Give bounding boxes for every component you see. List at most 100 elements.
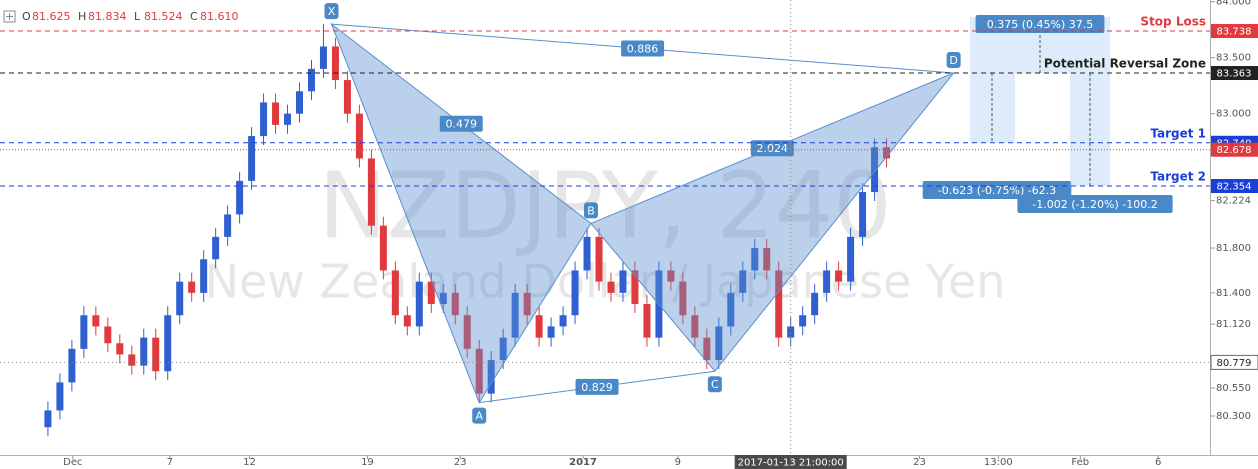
candle-body <box>667 270 675 282</box>
candle-body <box>607 281 615 293</box>
pattern-point-label: A <box>475 410 483 423</box>
y-tick-label: 81.400 <box>1216 288 1251 299</box>
candle-body <box>439 292 447 305</box>
legend-value: 81.610 <box>200 10 239 23</box>
ratio-box <box>750 140 794 157</box>
measure-label: -0.623 (-0.75%) -62.3 <box>938 184 1056 197</box>
x-tick-label: Feb <box>1071 457 1089 468</box>
candle-body <box>535 315 543 338</box>
legend-label: O <box>22 10 31 23</box>
legend-label: L <box>134 10 141 23</box>
candle-body <box>811 292 819 316</box>
candle-body <box>739 270 747 293</box>
ratio-box <box>439 115 483 132</box>
candle-body <box>80 315 88 349</box>
measure-label-box <box>975 15 1105 33</box>
crosshair-y-label: 80.779 <box>1217 358 1252 369</box>
x-tick-label: 9 <box>675 457 681 468</box>
level-name: Stop Loss <box>1140 15 1206 29</box>
y-tick-label: 82.224 <box>1216 196 1251 207</box>
candle-body <box>847 236 855 282</box>
candle-body <box>595 236 603 282</box>
candle-body <box>619 270 627 293</box>
crosshair-y-box <box>1210 354 1258 370</box>
pattern-point-label: B <box>587 204 595 217</box>
ratio-box <box>575 378 619 395</box>
watermark: NZDJPY, 240 <box>318 152 892 259</box>
level-price-box <box>1211 24 1258 39</box>
candle-body <box>152 337 160 372</box>
level-price-label: 82.354 <box>1217 182 1252 193</box>
ratio-label: 0.829 <box>581 381 613 394</box>
ratio-label: 0.886 <box>627 43 659 56</box>
candle-body <box>284 113 292 125</box>
candle-body <box>140 337 148 366</box>
candle-body <box>272 102 280 125</box>
candle-body <box>415 281 423 327</box>
candle-body <box>200 259 208 293</box>
candle-body <box>703 337 711 361</box>
candle-body <box>547 326 555 338</box>
level-price-label: 83.363 <box>1217 69 1252 80</box>
candle-body <box>44 410 52 428</box>
candle-body <box>679 281 687 316</box>
pattern-point-label: C <box>711 378 719 391</box>
candle-body <box>643 304 651 338</box>
candle-body <box>68 348 76 383</box>
x-tick-label: Dec <box>63 457 82 468</box>
y-tick-label: 83.000 <box>1216 109 1251 120</box>
legend-label: C <box>190 10 198 23</box>
x-tick-label: 12 <box>243 457 256 468</box>
ratio-label: 2.024 <box>757 142 789 155</box>
candle-body <box>451 292 459 316</box>
level-price-label: 82.678 <box>1217 145 1252 156</box>
candle-body <box>164 315 172 372</box>
candle-body <box>236 180 244 215</box>
measure-label-box <box>922 181 1072 199</box>
candle-body <box>367 158 375 226</box>
candle-body <box>499 337 507 361</box>
candle-body <box>487 360 495 394</box>
candle-body <box>403 315 411 327</box>
candle-body <box>128 354 136 366</box>
candle-body <box>176 281 184 316</box>
pattern-point-box <box>472 407 487 424</box>
level-name: Target 1 <box>1150 126 1206 140</box>
level-name: Potential Reversal Zone <box>1044 57 1206 71</box>
candle-body <box>212 236 220 260</box>
y-tick-label: 80.300 <box>1216 411 1251 422</box>
legend-icon[interactable] <box>3 10 16 23</box>
pattern-point-label: D <box>949 54 957 67</box>
x-tick-label: 6 <box>1155 457 1161 468</box>
crosshair-x-label: 2017-01-13 21:00:00 <box>738 458 844 469</box>
legend-value: 81.834 <box>88 10 127 23</box>
y-tick-label: 81.800 <box>1216 243 1251 254</box>
candle-body <box>319 46 327 69</box>
candle-body <box>104 326 112 344</box>
x-tick-label: 19 <box>361 457 374 468</box>
pattern-point-box <box>324 3 339 20</box>
measure-label: 0.375 (0.45%) 37.5 <box>987 18 1094 31</box>
candle-body <box>727 292 735 327</box>
candle-body <box>116 343 124 355</box>
candle-body <box>859 192 867 237</box>
candle-body <box>775 270 783 338</box>
x-tick-label: 23 <box>913 457 926 468</box>
measure-label: -1.002 (-1.20%) -100.2 <box>1032 198 1157 211</box>
pattern-point-label: X <box>328 5 336 18</box>
x-tick-label: 7 <box>167 457 173 468</box>
candle-body <box>511 292 519 338</box>
candle-body <box>427 281 435 305</box>
x-tick-label: 2017 <box>569 457 597 468</box>
candle-body <box>871 147 879 193</box>
candle-body <box>379 225 387 271</box>
candle-body <box>56 382 64 411</box>
candle-body <box>463 315 471 349</box>
y-tick-label: 81.120 <box>1216 319 1251 330</box>
level-name: Target 2 <box>1150 170 1206 184</box>
candle-body <box>835 270 843 282</box>
x-tick-label: 13:00 <box>984 457 1013 468</box>
pattern-point-box <box>707 376 722 393</box>
